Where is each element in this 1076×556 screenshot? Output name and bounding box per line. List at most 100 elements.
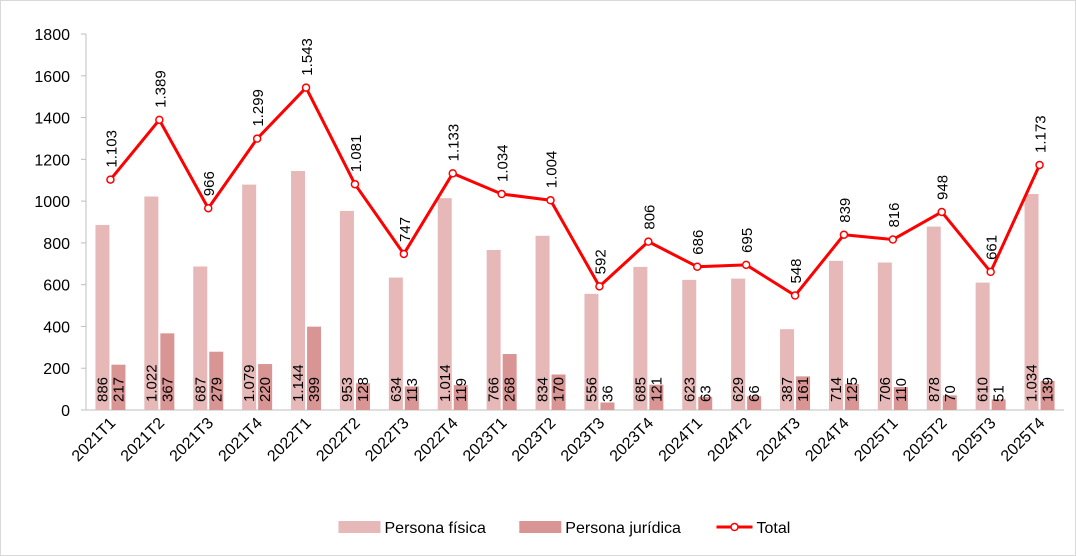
y-tick-label: 600	[43, 278, 70, 295]
bar	[535, 235, 550, 410]
data-label: 966	[201, 171, 218, 196]
y-tick-label: 400	[43, 319, 70, 336]
data-label: 1.389	[152, 70, 169, 108]
data-label: 367	[159, 377, 176, 402]
data-label: 839	[837, 198, 854, 223]
bar	[975, 282, 990, 410]
data-label: 161	[795, 377, 812, 402]
data-label: 834	[535, 377, 552, 402]
line-marker	[1035, 160, 1044, 170]
y-tick-label: 1000	[34, 194, 70, 211]
bar	[796, 376, 811, 410]
bar	[258, 364, 273, 410]
data-label: 714	[828, 377, 845, 402]
bar	[991, 399, 1006, 410]
bar	[600, 402, 615, 410]
line	[109, 86, 1041, 298]
bar	[1024, 194, 1039, 410]
data-label: 220	[257, 377, 274, 402]
bar	[780, 329, 795, 410]
bar	[388, 277, 403, 410]
data-label: 51	[991, 385, 1008, 402]
data-label: 1.022	[143, 364, 160, 402]
data-label: 634	[388, 377, 405, 402]
data-label: 806	[641, 205, 658, 230]
bar	[404, 386, 419, 410]
bar	[698, 396, 713, 410]
bar	[111, 364, 126, 410]
line-marker	[888, 235, 898, 244]
bar	[649, 384, 664, 410]
data-label: 1.144	[290, 364, 307, 402]
data-label: 170	[551, 377, 568, 402]
data-label: 886	[94, 377, 111, 402]
data-label: 706	[877, 377, 894, 402]
line-marker	[986, 267, 995, 277]
data-label: 121	[648, 377, 665, 402]
data-label: 878	[926, 377, 943, 402]
data-label: 1.079	[241, 364, 258, 402]
legend-swatch	[519, 521, 562, 533]
data-label: 63	[697, 385, 714, 402]
bar	[1040, 380, 1055, 410]
bar	[747, 396, 762, 410]
y-tick-label: 1600	[34, 69, 70, 86]
y-tick-label: 800	[43, 236, 70, 253]
data-label: 70	[942, 385, 959, 402]
data-label: 387	[779, 377, 796, 402]
line-marker	[350, 179, 360, 189]
line-marker	[448, 169, 457, 178]
data-label: 119	[453, 378, 470, 402]
data-label: 1.133	[446, 124, 463, 162]
data-label: 685	[632, 377, 649, 402]
bar	[209, 351, 224, 410]
data-label: 687	[192, 377, 209, 402]
line-marker	[546, 196, 555, 205]
y-tick-label: 1200	[34, 152, 70, 169]
data-label: 629	[730, 377, 747, 402]
data-label: 36	[599, 385, 616, 402]
line-marker	[937, 207, 946, 217]
data-label: 128	[355, 377, 372, 402]
bar	[877, 262, 892, 410]
bar	[437, 198, 452, 410]
line-marker	[399, 249, 409, 259]
data-label: 1.034	[495, 144, 512, 182]
line-marker	[497, 189, 506, 199]
data-label: 125	[844, 377, 861, 402]
data-label: 610	[975, 377, 992, 402]
bar	[486, 249, 501, 410]
bar	[633, 266, 648, 410]
data-label: 953	[339, 377, 356, 402]
bar	[893, 387, 908, 410]
data-label: 1.034	[1024, 364, 1041, 402]
line-marker	[790, 291, 800, 300]
data-label: 1.081	[348, 135, 365, 173]
data-label: 1.004	[544, 151, 561, 189]
bar	[942, 395, 957, 410]
bar	[731, 278, 746, 410]
data-label: 66	[746, 385, 763, 402]
data-label: 1.014	[437, 364, 454, 402]
line-marker	[741, 260, 751, 270]
data-label: 948	[935, 175, 952, 200]
line-marker	[204, 203, 213, 213]
bar	[95, 224, 110, 410]
data-label: 1.543	[299, 38, 316, 76]
bar	[307, 326, 322, 410]
legend-swatch	[338, 521, 381, 533]
data-label: 686	[690, 230, 707, 255]
line-marker	[252, 134, 262, 143]
bar	[502, 354, 517, 410]
bar	[584, 293, 599, 410]
bar	[551, 374, 566, 410]
legend-swatch	[730, 522, 739, 532]
y-tick-label: 0	[61, 403, 70, 420]
data-label: 548	[788, 258, 805, 283]
data-label: 766	[486, 377, 503, 402]
data-label: 1.103	[103, 130, 120, 168]
legend-label: Total	[757, 520, 791, 537]
bar	[926, 226, 941, 410]
y-tick-label: 1400	[34, 111, 70, 128]
